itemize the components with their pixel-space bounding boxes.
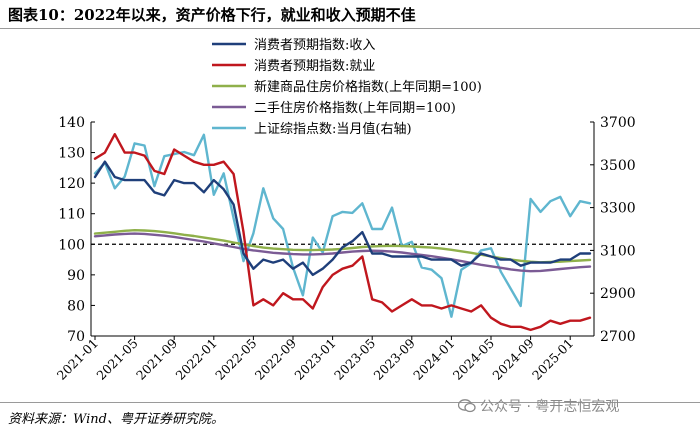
y-tick-label-left: 120 xyxy=(58,176,85,192)
series-line-4 xyxy=(93,133,592,318)
watermark: 公众号 · 粤开志恒宏观 xyxy=(458,396,619,416)
bottom-divider xyxy=(0,402,700,403)
y-tick-label-left: 110 xyxy=(58,207,85,223)
x-tick-label: 2021-05 xyxy=(93,336,140,383)
series-line-1 xyxy=(93,132,592,332)
y-tick-label-left: 100 xyxy=(58,237,85,253)
top-divider xyxy=(0,28,700,29)
y-tick-label-left: 80 xyxy=(67,298,85,314)
x-tick-label: 2023-01 xyxy=(291,336,338,383)
y-tick-label-right: 3700 xyxy=(600,115,636,131)
x-tick-label: 2021-09 xyxy=(133,335,180,382)
legend: 消费者预期指数:收入消费者预期指数:就业新建商品住房价格指数(上年同期=100)… xyxy=(212,38,482,137)
line-chart: 70 80 90 100 110 120 130 140 2700 2900 3100 3300 350… xyxy=(54,38,636,383)
series-line-0 xyxy=(93,160,592,277)
x-tick-label: 2025-01 xyxy=(529,336,576,383)
x-tick-label: 2024-01 xyxy=(410,336,457,383)
x-tick-label: 2023-05 xyxy=(331,336,378,383)
watermark-text: 公众号 · 粤开志恒宏观 xyxy=(480,399,620,415)
y-tick-label-left: 140 xyxy=(58,115,85,131)
x-tick-label: 2024-09 xyxy=(489,335,536,382)
source-note: 资料来源：Wind、粤开证券研究院。 xyxy=(8,412,224,427)
x-tick-label: 2022-05 xyxy=(212,336,259,383)
wechat-icon xyxy=(458,399,476,413)
y-tick-label-left: 90 xyxy=(67,268,85,284)
x-tick-label: 2023-09 xyxy=(371,335,418,382)
legend-label-4: 上证综指点数:当月值(右轴) xyxy=(254,121,412,137)
y-tick-label-right: 2700 xyxy=(600,329,636,345)
y-tick-label-left: 70 xyxy=(67,329,85,345)
x-tick-label: 2022-09 xyxy=(252,335,299,382)
legend-label-0: 消费者预期指数:收入 xyxy=(254,38,375,53)
x-tick-label: 2022-01 xyxy=(173,336,220,383)
y-tick-label-right: 3500 xyxy=(600,158,636,174)
chart-title: 图表10：2022年以来，资产价格下行，就业和收入预期不佳 xyxy=(8,6,416,24)
series-layer xyxy=(93,132,592,332)
y-tick-label-left: 130 xyxy=(58,146,85,162)
y-tick-label-right: 2900 xyxy=(600,286,636,302)
legend-label-1: 消费者预期指数:就业 xyxy=(254,59,375,74)
y-tick-label-right: 3300 xyxy=(600,201,636,217)
series-line-3 xyxy=(93,232,592,273)
y-tick-label-right: 3100 xyxy=(600,243,636,259)
legend-label-3: 二手住房价格指数(上年同期=100) xyxy=(254,100,456,116)
legend-label-2: 新建商品住房价格指数(上年同期=100) xyxy=(254,79,482,95)
x-tick-label: 2024-05 xyxy=(450,336,497,383)
